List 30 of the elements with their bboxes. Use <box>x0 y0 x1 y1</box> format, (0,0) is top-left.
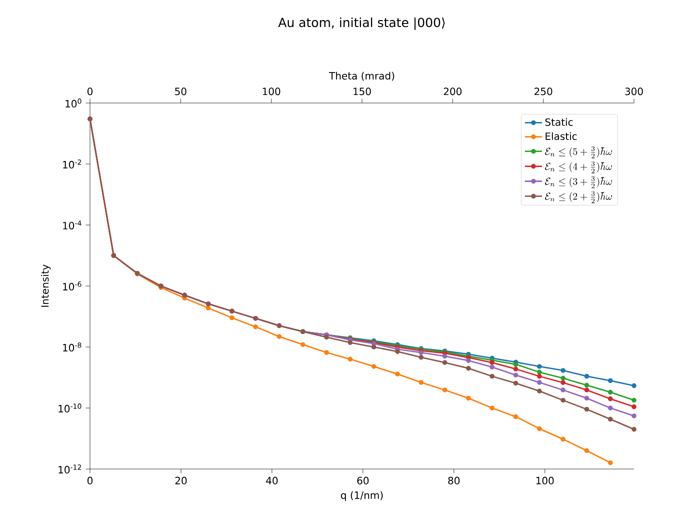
x2-tick-label: 150 <box>354 88 371 96</box>
x-axis-title: q (1/nm) <box>340 491 383 501</box>
x2-tick-label: 300 <box>625 88 643 96</box>
x2-tick-label: 0 <box>87 88 93 96</box>
y-tick-label: 10$^{0}$ <box>66 98 82 108</box>
x-tick-label: 80 <box>448 476 460 484</box>
y-axis-title: Intensity <box>40 264 51 307</box>
legend-label: $\text{Static}$ <box>545 118 573 126</box>
chart-title: Au atom, initial state |000⟩ <box>278 17 445 30</box>
x-tick-label: 20 <box>175 476 187 484</box>
x-tick-label: 0 <box>87 476 93 484</box>
x2-axis-title: Theta (mrad) <box>328 72 394 81</box>
x2-tick-label: 50 <box>175 88 186 96</box>
x2-tick-label: 200 <box>444 88 462 96</box>
legend-label: $\mathcal{E}_n \leq (3+\tfrac{3}{2})\hbar\omega$ <box>544 176 612 188</box>
legend-label: $\mathcal{E}_n \leq (5+\tfrac{3}{2})\hbar\omega$ <box>544 146 612 158</box>
y-tick-label: 10$^{-6}$ <box>63 282 82 290</box>
legend-label: $\mathcal{E}_n \leq (4+\tfrac{3}{2})\hbar\omega$ <box>544 161 612 174</box>
legend-label: $\mathcal{E}_n \leq (2+\tfrac{3}{2})\hbar\omega$ <box>544 191 612 204</box>
y-tick-label: 10$^{-4}$ <box>63 220 82 230</box>
x-tick-label: 40 <box>266 476 278 484</box>
x-tick-label: 60 <box>357 476 369 484</box>
x2-tick-label: 250 <box>534 88 552 96</box>
y-tick-label: 10$^{-12}$ <box>58 464 81 474</box>
y-tick-label: 10$^{-2}$ <box>63 160 81 168</box>
legend-label: $\text{Elastic}$ <box>546 132 577 140</box>
x-tick-label: 100 <box>536 476 554 484</box>
y-tick-label: 10$^{-10}$ <box>58 404 82 412</box>
y-tick-label: 10$^{-8}$ <box>63 342 82 352</box>
x2-tick-label: 100 <box>262 88 280 96</box>
